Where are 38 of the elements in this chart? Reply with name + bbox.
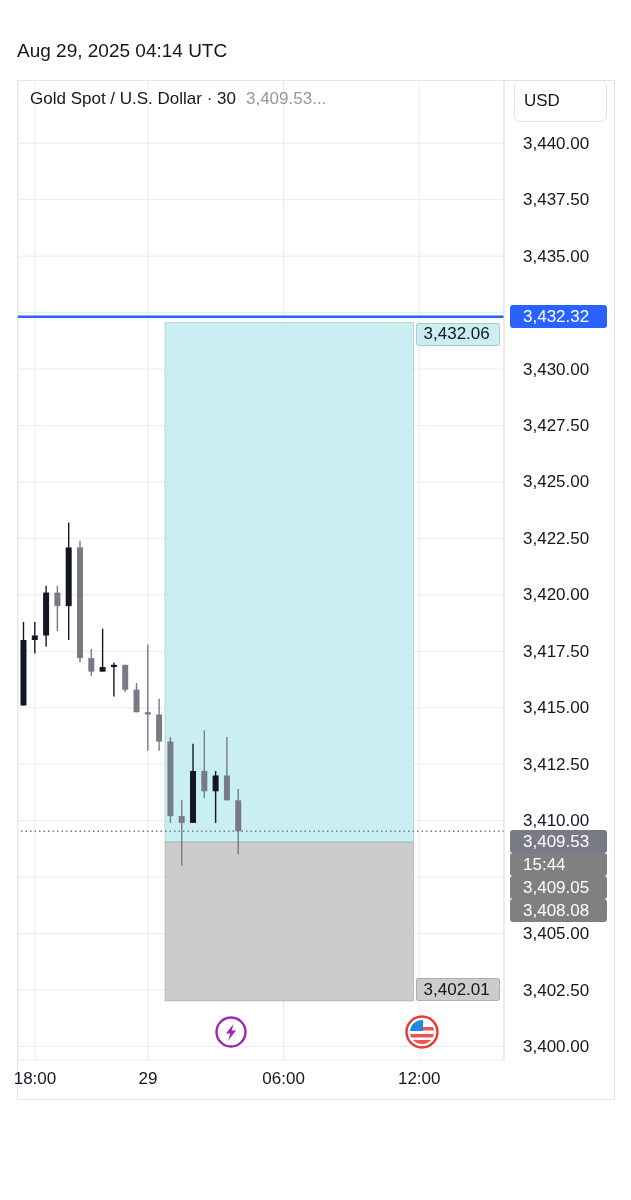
y-tick-label: 3,427.50 [523, 415, 590, 435]
text: 3,409.53... [245, 89, 327, 108]
y-tick-label: 3,402.50 [523, 980, 590, 1000]
text: 3,409.05 [523, 877, 590, 898]
text: Aug 29, 2025 04:14 UTC [17, 40, 228, 61]
candlestick [99, 628, 106, 673]
candlestick [31, 621, 38, 655]
ref-line-label: 3,432.32 [523, 306, 590, 327]
candlestick [88, 648, 95, 677]
y-tick-label: 3,435.00 [523, 246, 590, 266]
band-label: 3,402.01 [423, 979, 490, 1000]
y-tick-label: 3,422.50 [523, 528, 590, 548]
y-tick-label: 3,437.50 [523, 190, 590, 210]
y-tick-label: 3,440.00 [523, 133, 590, 153]
candlestick [212, 770, 219, 824]
candlestick [144, 643, 151, 752]
text: 3,408.08 [523, 900, 590, 921]
candlestick [133, 682, 140, 713]
x-tick-label: 18:00 [13, 1068, 57, 1088]
candlestick [201, 729, 208, 799]
y-tick-label: 3,412.50 [523, 754, 590, 774]
x-tick-label: 06:00 [262, 1068, 305, 1088]
y-axis-title: USD [524, 91, 560, 111]
y-tick-label: 3,400.00 [523, 1036, 590, 1056]
y-tick-label: 3,430.00 [523, 359, 590, 379]
x-tick-label: 29 [138, 1068, 158, 1088]
text: 15:44 [523, 854, 566, 875]
y-tick-label: 3,405.00 [523, 924, 590, 944]
y-tick-label: 3,420.00 [523, 585, 590, 605]
y-tick-label: 3,415.00 [523, 698, 590, 718]
y-tick-label: 3,425.00 [523, 472, 590, 492]
y-tick-label: 3,410.00 [523, 811, 590, 831]
y-tick-label: 3,417.50 [523, 641, 590, 661]
ref-line-label: 3,409.53 [523, 831, 590, 852]
text: Gold Spot / U.S. Dollar · 30 [30, 89, 236, 108]
candlestick [54, 585, 61, 632]
band-label: 3,432.06 [423, 324, 490, 345]
x-tick-label: 12:00 [397, 1068, 441, 1088]
